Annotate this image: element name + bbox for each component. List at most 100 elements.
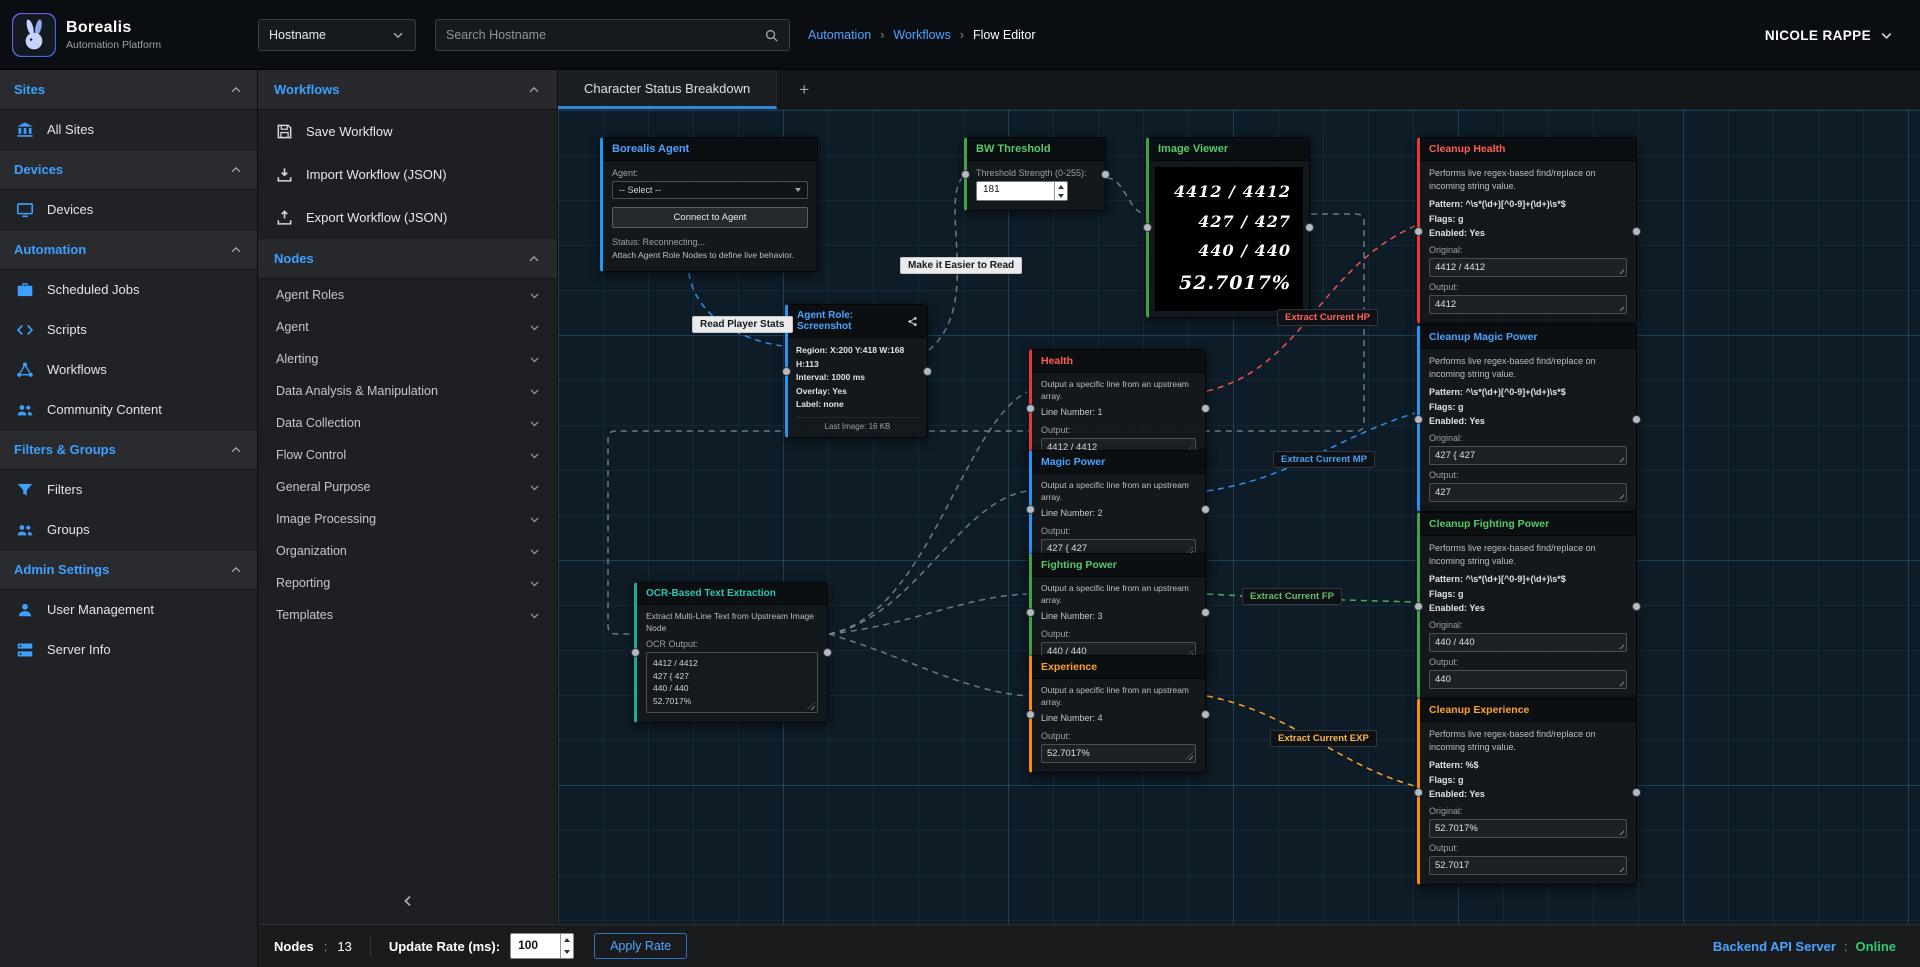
edge-label-read-player-stats[interactable]: Read Player Stats bbox=[692, 316, 793, 333]
regex-flags: Flags: g bbox=[1429, 213, 1464, 224]
category-label: Agent bbox=[276, 320, 309, 334]
node-category-agent[interactable]: Agent bbox=[258, 311, 557, 343]
agent-select[interactable]: -- Select -- bbox=[612, 181, 808, 199]
node-desc: Output a specific line from an upstream … bbox=[1041, 480, 1189, 502]
sidebar-section-sites[interactable]: Sites bbox=[0, 70, 257, 110]
breadcrumb-automation[interactable]: Automation bbox=[808, 28, 872, 42]
brand[interactable]: Borealis Automation Platform bbox=[12, 13, 161, 57]
breadcrumb-workflows[interactable]: Workflows bbox=[893, 28, 951, 42]
node-ocr-text-extraction[interactable]: OCR-Based Text Extraction Extract Multi-… bbox=[631, 582, 832, 723]
connect-to-agent-button[interactable]: Connect to Agent bbox=[612, 207, 808, 228]
sidebar-item-user-management[interactable]: User Management bbox=[0, 590, 257, 630]
apply-rate-button[interactable]: Apply Rate bbox=[594, 933, 688, 959]
edge-label-extract-fp[interactable]: Extract Current FP bbox=[1242, 588, 1342, 605]
tab-character-status-breakdown[interactable]: Character Status Breakdown bbox=[558, 70, 778, 109]
output-field[interactable]: 52.7017% bbox=[1041, 743, 1196, 763]
output-field[interactable]: 440 bbox=[1429, 670, 1627, 690]
edge-label-extract-exp[interactable]: Extract Current EXP bbox=[1270, 730, 1377, 747]
workflows-panel-header[interactable]: Workflows bbox=[258, 70, 557, 110]
chevron-down-icon bbox=[530, 388, 539, 394]
node-category-organization[interactable]: Organization bbox=[258, 535, 557, 567]
output-field[interactable]: 4412 bbox=[1429, 295, 1627, 315]
workflow-action-label: Export Workflow (JSON) bbox=[306, 209, 448, 225]
user-menu[interactable]: NICOLE RAPPE bbox=[1765, 0, 1894, 70]
node-cleanup-experience[interactable]: Cleanup Experience Performs live regex-b… bbox=[1414, 698, 1641, 886]
node-bw-threshold[interactable]: BW Threshold Threshold Strength (0-255):… bbox=[961, 137, 1110, 211]
breadcrumb: Automation › Workflows › Flow Editor bbox=[808, 0, 1036, 70]
original-field[interactable]: 427 { 427 bbox=[1429, 446, 1627, 466]
node-category-templates[interactable]: Templates bbox=[258, 599, 557, 631]
flow-canvas[interactable]: Borealis Agent Agent: -- Select -- Conne… bbox=[558, 110, 1920, 924]
original-field[interactable]: 4412 / 4412 bbox=[1429, 258, 1627, 278]
sidebar-item-label: Community Content bbox=[47, 402, 162, 417]
output-field[interactable]: 52.7017 bbox=[1429, 856, 1627, 876]
node-category-reporting[interactable]: Reporting bbox=[258, 567, 557, 599]
node-title: BW Threshold bbox=[976, 143, 1051, 155]
step-down-icon bbox=[564, 950, 571, 954]
sidebar-item-server-info[interactable]: Server Info bbox=[0, 630, 257, 670]
import-workflow-button[interactable]: Import Workflow (JSON) bbox=[258, 153, 557, 196]
node-magic-power[interactable]: Magic Power Output a specific line from … bbox=[1026, 450, 1210, 568]
node-category-data-analysis[interactable]: Data Analysis & Manipulation bbox=[258, 375, 557, 407]
sidebar-item-filters[interactable]: Filters bbox=[0, 470, 257, 510]
add-tab-button[interactable]: + bbox=[799, 79, 810, 99]
threshold-input[interactable]: 181 bbox=[976, 181, 1068, 201]
line-number: Line Number: 3 bbox=[1041, 610, 1103, 621]
node-cleanup-health[interactable]: Cleanup Health Performs live regex-based… bbox=[1414, 137, 1641, 325]
sidebar-item-community-content[interactable]: Community Content bbox=[0, 390, 257, 430]
edge-label-make-easier[interactable]: Make it Easier to Read bbox=[900, 257, 1023, 274]
hostname-select[interactable]: Hostname bbox=[258, 19, 416, 51]
chevron-left-icon bbox=[403, 895, 411, 906]
separator-colon: : bbox=[323, 938, 328, 954]
original-field[interactable]: 52.7017% bbox=[1429, 819, 1627, 839]
node-image-viewer[interactable]: Image Viewer 4412 / 4412 427 / 427 440 /… bbox=[1143, 137, 1314, 318]
original-field[interactable]: 440 / 440 bbox=[1429, 633, 1627, 653]
update-rate-input[interactable]: 100 bbox=[510, 933, 575, 959]
edge-label-extract-hp[interactable]: Extract Current HP bbox=[1277, 309, 1378, 326]
node-experience[interactable]: Experience Output a specific line from a… bbox=[1026, 655, 1210, 773]
line-number: Line Number: 1 bbox=[1041, 406, 1103, 417]
node-category-agent-roles[interactable]: Agent Roles bbox=[258, 279, 557, 311]
edge-label-extract-mp[interactable]: Extract Current MP bbox=[1273, 451, 1376, 468]
ocr-output-field[interactable]: 4412 / 4412 427 { 427 440 / 440 52.7017% bbox=[646, 651, 818, 713]
node-cleanup-fighting-power[interactable]: Cleanup Fighting Power Performs live reg… bbox=[1414, 512, 1641, 700]
sidebar-item-workflows[interactable]: Workflows bbox=[0, 350, 257, 390]
nodes-panel-header[interactable]: Nodes bbox=[258, 239, 557, 279]
node-borealis-agent[interactable]: Borealis Agent Agent: -- Select -- Conne… bbox=[600, 137, 818, 272]
sidebar-item-groups[interactable]: Groups bbox=[0, 510, 257, 550]
main-content: Character Status Breakdown + B bbox=[558, 70, 1920, 924]
node-title: Magic Power bbox=[1041, 456, 1106, 468]
category-label: Data Analysis & Manipulation bbox=[276, 384, 438, 398]
chevron-up-icon bbox=[529, 255, 539, 261]
sidebar-section-filters-groups[interactable]: Filters & Groups bbox=[0, 430, 257, 470]
sidebar-section-devices[interactable]: Devices bbox=[0, 150, 257, 190]
share-icon[interactable] bbox=[907, 316, 918, 327]
export-workflow-button[interactable]: Export Workflow (JSON) bbox=[258, 196, 557, 239]
backend-label: Backend API Server bbox=[1712, 938, 1836, 954]
sidebar-section-automation[interactable]: Automation bbox=[0, 230, 257, 270]
node-fighting-power[interactable]: Fighting Power Output a specific line fr… bbox=[1026, 553, 1210, 671]
node-category-image-processing[interactable]: Image Processing bbox=[258, 503, 557, 535]
sidebar-item-devices[interactable]: Devices bbox=[0, 190, 257, 230]
sidebar-item-all-sites[interactable]: All Sites bbox=[0, 110, 257, 150]
node-category-alerting[interactable]: Alerting bbox=[258, 343, 557, 375]
line-number: Line Number: 4 bbox=[1041, 712, 1103, 723]
collapse-panel-button[interactable] bbox=[382, 888, 434, 914]
node-agent-role-screenshot[interactable]: Agent Role: Screenshot Region: X:200 Y:4… bbox=[782, 304, 932, 438]
screenshot-region: Region: X:200 Y:418 W:168 H:113 bbox=[796, 345, 905, 369]
regex-flags: Flags: g bbox=[1429, 401, 1464, 412]
sidebar-section-admin-settings[interactable]: Admin Settings bbox=[0, 550, 257, 590]
node-desc: Performs live regex-based find/replace o… bbox=[1429, 168, 1596, 191]
rate-stepper[interactable] bbox=[560, 934, 573, 958]
output-label: Output: bbox=[1041, 525, 1071, 536]
node-category-data-collection[interactable]: Data Collection bbox=[258, 407, 557, 439]
node-category-flow-control[interactable]: Flow Control bbox=[258, 439, 557, 471]
output-field[interactable]: 427 bbox=[1429, 483, 1627, 503]
node-category-general-purpose[interactable]: General Purpose bbox=[258, 471, 557, 503]
save-workflow-button[interactable]: Save Workflow bbox=[258, 110, 557, 153]
number-stepper[interactable] bbox=[1054, 182, 1067, 200]
sidebar-item-scheduled-jobs[interactable]: Scheduled Jobs bbox=[0, 270, 257, 310]
sidebar-item-scripts[interactable]: Scripts bbox=[0, 310, 257, 350]
node-cleanup-magic-power[interactable]: Cleanup Magic Power Performs live regex-… bbox=[1414, 325, 1641, 513]
search-input[interactable]: Search Hostname bbox=[435, 19, 790, 51]
